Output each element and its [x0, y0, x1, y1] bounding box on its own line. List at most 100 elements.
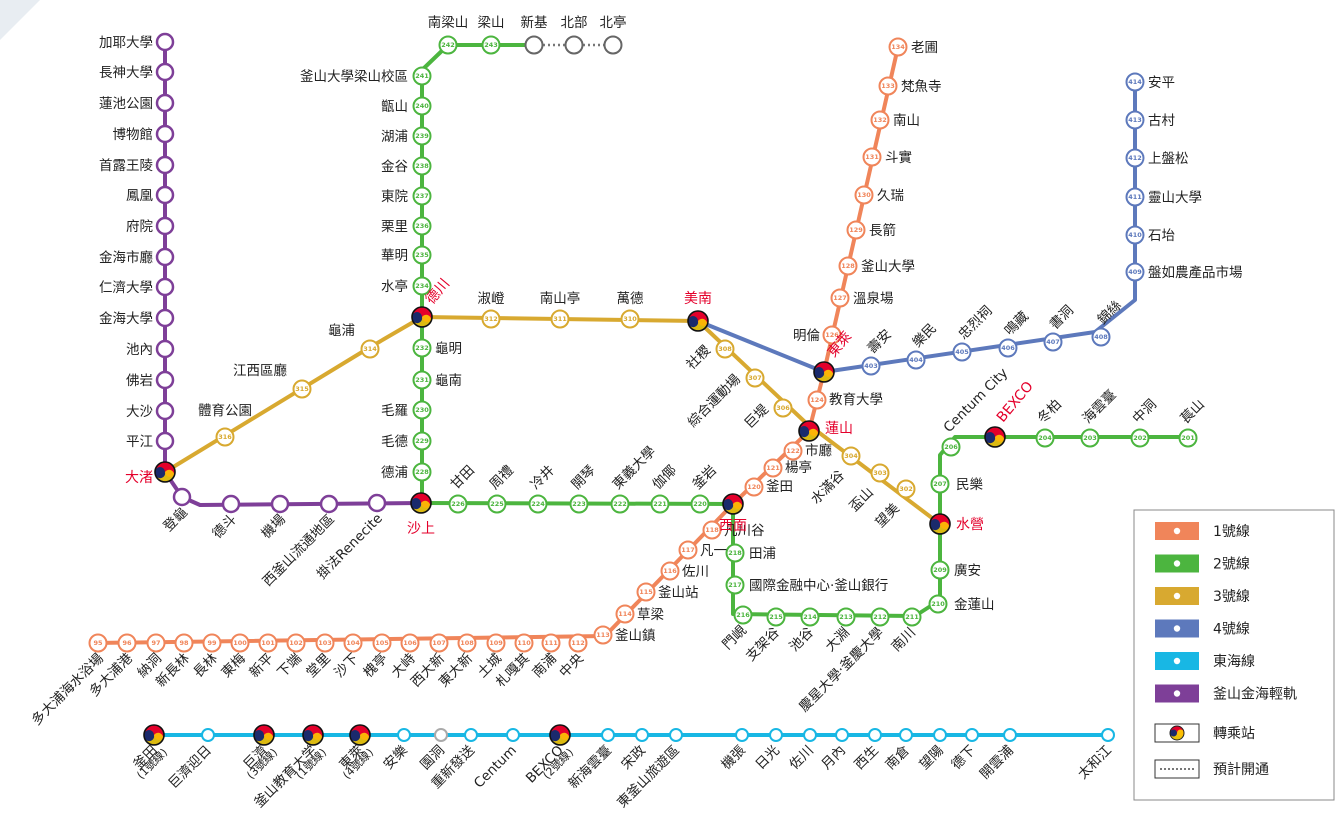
line2-station-marker[interactable]: [603, 35, 623, 55]
line2-station-marker[interactable]: [412, 338, 432, 358]
line2-station-marker[interactable]: [448, 494, 468, 514]
bgl-station-marker[interactable]: [270, 494, 290, 514]
line2-station-marker[interactable]: [412, 245, 432, 265]
line1-station-marker[interactable]: [862, 147, 882, 167]
line2-station[interactable]: 229 毛德: [381, 431, 432, 451]
line4-station[interactable]: 412 上盤松: [1125, 148, 1189, 168]
line2-station[interactable]: 北部: [561, 15, 588, 55]
donghae-station[interactable]: 開雲浦: [977, 728, 1017, 782]
bgl-station[interactable]: 仁濟大學: [99, 277, 175, 297]
bgl-station-marker[interactable]: [367, 493, 387, 513]
donghae-station-marker[interactable]: [434, 728, 448, 742]
line2-station-marker[interactable]: [524, 35, 544, 55]
line2-station-marker[interactable]: [928, 594, 948, 614]
line1-station-marker[interactable]: [878, 76, 898, 96]
line2-station-marker[interactable]: [733, 605, 753, 625]
bgl-station-marker[interactable]: [221, 494, 241, 514]
line1-station-marker[interactable]: [593, 625, 613, 645]
transfer-station-icon[interactable]: [798, 420, 820, 442]
line1-station-marker[interactable]: [343, 633, 363, 653]
line4-station-marker[interactable]: [1125, 262, 1145, 282]
line2-station-marker[interactable]: [1080, 428, 1100, 448]
donghae-station[interactable]: 新海雲臺: [565, 728, 615, 792]
line1-station[interactable]: 117 凡一: [678, 540, 728, 560]
line4-station[interactable]: 413 古村: [1125, 110, 1176, 130]
bgl-station-marker[interactable]: [155, 247, 175, 267]
line1-station[interactable]: 127 溫泉場: [830, 288, 894, 308]
line2-station-marker[interactable]: [836, 607, 856, 627]
line1-station[interactable]: 130 久瑞: [854, 185, 905, 205]
bgl-station-marker[interactable]: [155, 124, 175, 144]
line1-station-marker[interactable]: [830, 288, 850, 308]
line2-station-marker[interactable]: [1130, 428, 1150, 448]
line2-station[interactable]: 新基: [521, 14, 549, 55]
line4-station-marker[interactable]: [1125, 187, 1145, 207]
line2-station-marker[interactable]: [412, 276, 432, 296]
line1-station-marker[interactable]: [888, 37, 908, 57]
line1-station-marker[interactable]: [660, 561, 680, 581]
line1-station[interactable]: 129 長箭: [846, 220, 897, 240]
donghae-transfer-icon[interactable]: [349, 724, 371, 746]
line2-station[interactable]: 207 民樂: [930, 474, 984, 494]
line1-station[interactable]: 118 凡川谷: [702, 520, 765, 540]
line2-station[interactable]: 209 廣安: [930, 560, 982, 580]
bgl-station[interactable]: 加耶大學: [99, 32, 175, 52]
line4-station[interactable]: 414 安平: [1125, 72, 1176, 92]
line2-station-marker[interactable]: [690, 494, 710, 514]
transfer-station-icon[interactable]: [154, 461, 176, 483]
line2-station-marker[interactable]: [412, 126, 432, 146]
line2-station-marker[interactable]: [412, 96, 432, 116]
line3-station[interactable]: 310 萬德: [617, 291, 644, 329]
line4-station[interactable]: 409 盤如農產品市場: [1125, 262, 1243, 282]
bgl-station-marker[interactable]: [319, 494, 339, 514]
line2-station-marker[interactable]: [941, 437, 961, 457]
line2-station-marker[interactable]: [412, 431, 432, 451]
bgl-station-marker[interactable]: [155, 32, 175, 52]
line1-station[interactable]: 124 教育大學: [807, 390, 884, 410]
bgl-station-marker[interactable]: [155, 370, 175, 390]
line2-station[interactable]: 236 栗里: [381, 216, 432, 236]
line1-station-marker[interactable]: [838, 256, 858, 276]
line3-station-marker[interactable]: [550, 309, 570, 329]
line2-station[interactable]: 231 龜南: [412, 370, 463, 390]
donghae-station-marker[interactable]: [1003, 728, 1017, 742]
transfer-station-icon[interactable]: [813, 361, 835, 383]
line1-station[interactable]: 131 斗實: [862, 147, 913, 167]
line3-station[interactable]: 314 龜浦: [328, 323, 380, 359]
line2-station[interactable]: 241 釜山大學梁山校區: [300, 66, 432, 86]
bgl-station[interactable]: 金海大學: [99, 308, 175, 328]
bgl-station[interactable]: 首露王陵: [99, 155, 175, 175]
line1-station[interactable]: 111 南浦: [529, 633, 561, 681]
line2-station[interactable]: 217 國際金融中心‧釜山銀行: [725, 575, 889, 595]
line1-station-marker[interactable]: [429, 633, 449, 653]
line1-station-marker[interactable]: [636, 582, 656, 602]
line3-station-marker[interactable]: [715, 339, 735, 359]
line2-station-marker[interactable]: [412, 462, 432, 482]
line1-station-marker[interactable]: [372, 633, 392, 653]
line1-station[interactable]: 128 釜山大學: [838, 256, 916, 276]
donghae-station-marker[interactable]: [769, 728, 783, 742]
bgl-station[interactable]: 佛岩: [126, 370, 175, 390]
line3-station[interactable]: 312 淑嶝: [478, 291, 505, 329]
line3-station[interactable]: 308 社稷: [683, 339, 735, 373]
line2-station[interactable]: 230 毛羅: [381, 400, 432, 420]
donghae-station-marker[interactable]: [1101, 728, 1115, 742]
line1-station-marker[interactable]: [202, 633, 222, 653]
line3-station-marker[interactable]: [620, 309, 640, 329]
bgl-station-marker[interactable]: [155, 339, 175, 359]
bgl-station-marker[interactable]: [172, 487, 192, 507]
line2-station[interactable]: 243 梁山: [478, 15, 505, 55]
donghae-station-marker[interactable]: [735, 728, 749, 742]
line2-station[interactable]: 210 金蓮山: [928, 594, 995, 614]
bgl-station-marker[interactable]: [155, 308, 175, 328]
line3-station[interactable]: 315 江西區廳: [233, 362, 312, 399]
donghae-station-marker[interactable]: [201, 728, 215, 742]
line4-station-marker[interactable]: [861, 356, 881, 376]
line2-station[interactable]: 238 金谷: [381, 156, 432, 176]
bgl-station[interactable]: 登龜: [160, 487, 192, 535]
line2-station-marker[interactable]: [528, 494, 548, 514]
line1-station-marker[interactable]: [174, 633, 194, 653]
bgl-station[interactable]: 金海市廳: [99, 247, 175, 267]
bgl-station[interactable]: 池內: [126, 339, 175, 359]
line4-station-marker[interactable]: [952, 342, 972, 362]
